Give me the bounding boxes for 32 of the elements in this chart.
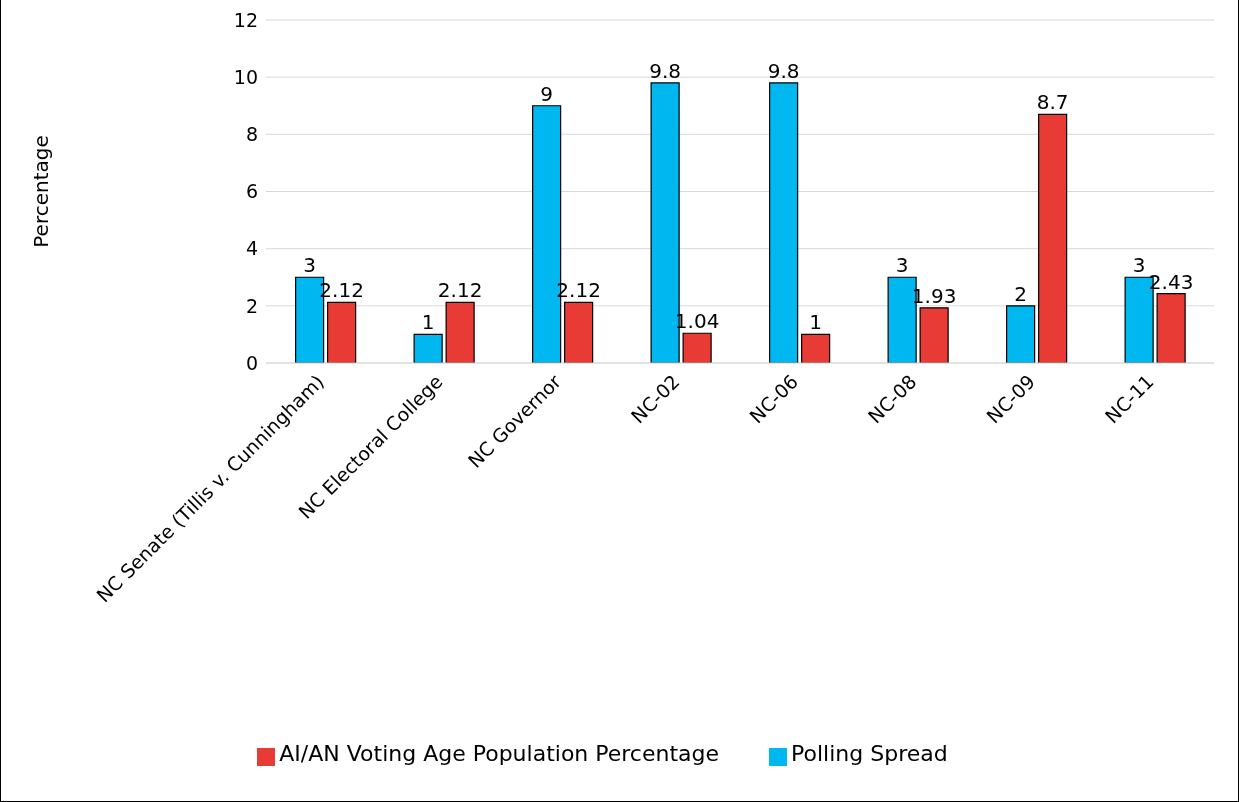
data-label: 2 bbox=[1014, 281, 1027, 306]
y-tick-label: 0 bbox=[245, 351, 258, 374]
y-tick-label: 2 bbox=[245, 294, 258, 317]
data-label: 9.8 bbox=[649, 58, 682, 83]
data-label: 1 bbox=[421, 310, 435, 335]
data-label: 3 bbox=[895, 253, 909, 278]
bar bbox=[445, 301, 475, 363]
data-label: 3 bbox=[1132, 253, 1146, 278]
bar bbox=[1156, 292, 1186, 363]
data-label: 2.12 bbox=[437, 278, 483, 303]
legend-label: Polling Spread bbox=[791, 741, 948, 766]
legend-label: AI/AN Voting Age Population Percentage bbox=[279, 741, 720, 766]
bar bbox=[1038, 113, 1068, 363]
data-label: 9 bbox=[540, 81, 553, 106]
y-axis-title: Percentage bbox=[29, 135, 54, 248]
bar bbox=[413, 333, 443, 363]
bar bbox=[919, 307, 949, 363]
bar bbox=[1006, 305, 1036, 363]
y-tick-label: 12 bbox=[233, 8, 258, 31]
bar bbox=[682, 332, 712, 363]
y-tick-label: 4 bbox=[245, 237, 258, 260]
y-tick-label: 10 bbox=[233, 65, 258, 88]
data-label: 9.8 bbox=[767, 58, 800, 83]
bar bbox=[327, 301, 357, 363]
y-tick-label: 8 bbox=[245, 123, 258, 146]
bar bbox=[801, 333, 831, 363]
bar bbox=[769, 82, 799, 363]
data-label: 3 bbox=[303, 253, 316, 278]
data-label: 8.7 bbox=[1036, 90, 1069, 115]
bar bbox=[564, 301, 594, 363]
data-label: 1 bbox=[809, 310, 822, 335]
y-tick-label: 6 bbox=[245, 180, 258, 203]
